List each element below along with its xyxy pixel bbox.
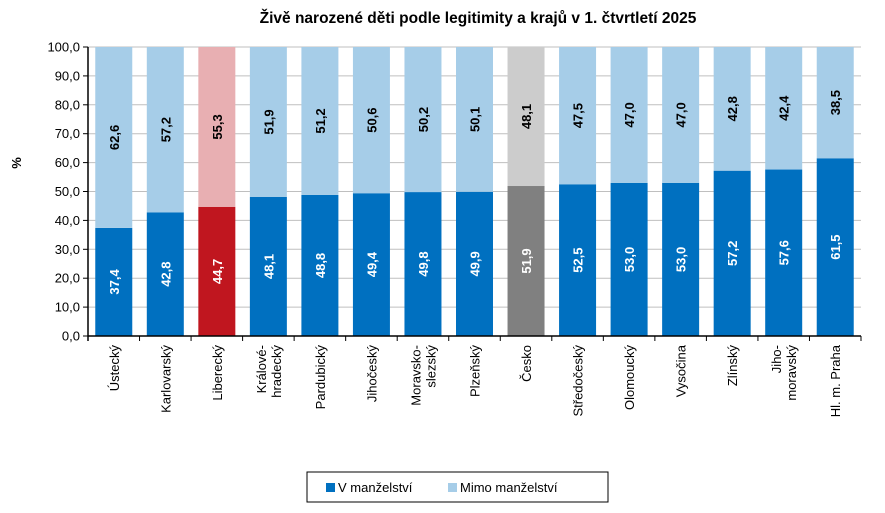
data-label: 53,0 <box>674 247 689 272</box>
x-tick-label: Plzeňský <box>468 345 483 398</box>
x-tick-label: Olomoucký <box>622 345 637 411</box>
data-label: 48,8 <box>313 253 328 278</box>
y-tick-label: 90,0 <box>55 68 80 83</box>
bar-segment <box>146 47 184 213</box>
data-label: 62,6 <box>107 125 122 150</box>
legend-label-mimo-manzelstvi: Mimo manželství <box>460 480 558 495</box>
bar-segment <box>352 47 390 194</box>
bar-segment <box>713 170 751 336</box>
bar-segment <box>352 193 390 336</box>
bar-segment <box>404 47 442 193</box>
x-tick-label: Karlovarský <box>158 345 173 413</box>
bar-segment <box>816 47 854 159</box>
y-tick-label: 60,0 <box>55 155 80 170</box>
bar-segment <box>662 47 700 183</box>
y-tick-label: 70,0 <box>55 126 80 141</box>
data-label: 47,5 <box>571 103 586 128</box>
data-label: 44,7 <box>210 259 225 284</box>
bar-segment <box>95 47 133 228</box>
bar-segment <box>610 47 648 183</box>
bar-segment <box>507 47 545 187</box>
y-tick-label: 30,0 <box>55 242 80 257</box>
data-label: 42,4 <box>777 95 792 121</box>
x-tick-label: moravský <box>784 345 799 401</box>
bar-segment <box>249 196 287 336</box>
data-label: 48,1 <box>261 254 276 279</box>
bar-segment <box>456 47 493 192</box>
data-label: 37,4 <box>107 269 122 295</box>
bar-segment <box>249 47 287 197</box>
y-tick-label: 50,0 <box>55 184 80 199</box>
data-label: 48,1 <box>519 104 534 129</box>
data-label: 38,5 <box>828 90 843 115</box>
data-label: 50,6 <box>364 107 379 132</box>
data-label: 42,8 <box>725 96 740 121</box>
data-label: 61,5 <box>828 234 843 259</box>
chart-title: Živě narozené děti podle legitimity a kr… <box>260 9 697 27</box>
bar-segment <box>301 47 339 195</box>
data-label: 53,0 <box>622 247 637 272</box>
x-tick-label: Liberecký <box>210 345 225 401</box>
x-tick-label: Moravsko- <box>408 345 423 406</box>
x-tick-label: Jiho- <box>769 345 784 373</box>
data-label: 49,4 <box>364 251 379 277</box>
data-label: 51,9 <box>261 109 276 134</box>
bar-segment <box>301 194 339 336</box>
x-tick-label: slezský <box>423 345 438 388</box>
x-tick-label: Zlínský <box>725 345 740 387</box>
bar-segment <box>404 192 442 336</box>
data-label: 42,8 <box>158 261 173 286</box>
y-tick-label: 0,0 <box>62 329 80 344</box>
bar-segment <box>662 182 700 336</box>
data-label: 47,0 <box>622 102 637 127</box>
data-label: 57,6 <box>777 240 792 265</box>
legend-swatch-v-manzelstvi <box>326 483 335 492</box>
data-label: 51,9 <box>519 248 534 273</box>
x-tick-label: Vysočina <box>674 344 689 397</box>
data-label: 50,1 <box>468 107 483 132</box>
y-tick-label: 20,0 <box>55 271 80 286</box>
bar-segment <box>456 191 493 336</box>
y-tick-label: 100,0 <box>47 40 80 55</box>
bar-segment <box>559 47 597 185</box>
bar-segment <box>765 169 803 336</box>
x-tick-label: Hl. m. Praha <box>828 344 843 417</box>
data-label: 57,2 <box>725 241 740 266</box>
legend: V manželství Mimo manželství <box>306 471 609 503</box>
x-tick-label: Ústecký <box>107 345 122 392</box>
data-label: 47,0 <box>674 102 689 127</box>
bar-segment <box>765 47 803 170</box>
data-label: 52,5 <box>571 247 586 272</box>
bar-segment <box>610 182 648 336</box>
bar-segment <box>816 158 854 336</box>
x-tick-label: Česko <box>519 345 534 382</box>
data-label: 49,9 <box>468 251 483 276</box>
y-tick-label: 40,0 <box>55 213 80 228</box>
y-tick-label: 80,0 <box>55 97 80 112</box>
bar-segment <box>559 184 597 336</box>
data-label: 57,2 <box>158 117 173 142</box>
x-tick-label: Pardubický <box>313 345 328 410</box>
x-tick-label: Jihočeský <box>364 345 379 403</box>
x-tick-label: Středočeský <box>571 345 586 417</box>
y-tick-label: 10,0 <box>55 300 80 315</box>
legend-label-v-manzelstvi: V manželství <box>338 480 413 495</box>
data-label: 55,3 <box>210 114 225 139</box>
bar-segment <box>713 47 751 171</box>
x-tick-label: Králové- <box>254 345 269 393</box>
legend-swatch-mimo-manzelstvi <box>448 483 457 492</box>
bar-segment <box>95 227 133 336</box>
data-label: 49,8 <box>416 251 431 276</box>
bar-segment <box>146 212 184 336</box>
data-label: 51,2 <box>313 108 328 133</box>
y-axis-label: % <box>9 157 24 169</box>
bar-segment <box>198 47 236 207</box>
x-tick-label: hradecký <box>269 345 284 398</box>
data-label: 50,2 <box>416 107 431 132</box>
bar-segment <box>507 186 545 336</box>
bar-segment <box>198 206 236 336</box>
